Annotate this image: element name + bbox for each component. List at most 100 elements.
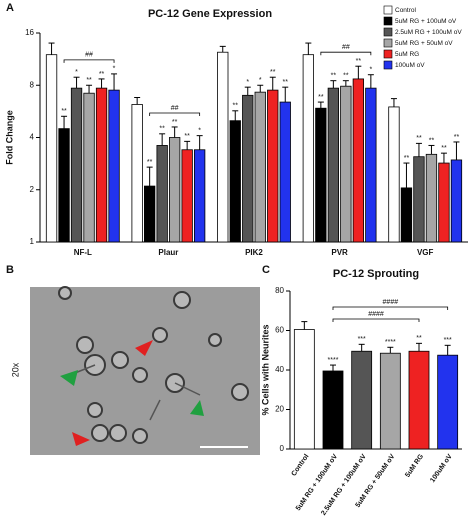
legend-swatch	[383, 27, 393, 37]
legend-swatch	[383, 38, 393, 48]
bar	[242, 94, 254, 243]
significance: **	[159, 126, 165, 133]
significance: *	[246, 79, 249, 86]
significance: **	[184, 133, 190, 140]
significance: **	[172, 119, 178, 126]
significance: **	[441, 145, 447, 152]
bar	[95, 87, 108, 243]
legend-swatch	[383, 60, 393, 70]
y-tick-label: 4	[30, 133, 35, 142]
x-tick-label: PIK2	[245, 248, 263, 257]
bar	[58, 128, 70, 243]
y-tick-label: 0	[280, 444, 285, 453]
significance: **	[331, 73, 337, 80]
bar	[83, 92, 95, 243]
y-tick-label: 8	[30, 80, 35, 89]
significance: **	[454, 134, 460, 141]
y-axis-label: % Cells with Neurites	[260, 324, 270, 415]
chart-title: PC-12 Gene Expression	[148, 8, 272, 20]
bar	[181, 149, 193, 243]
significance: **	[416, 335, 422, 342]
significance: *	[75, 69, 78, 76]
bar	[254, 91, 266, 243]
x-tick-label: VGF	[417, 248, 434, 257]
bracket	[332, 318, 420, 322]
bar	[193, 149, 206, 243]
significance: **	[233, 103, 239, 110]
significance: **	[270, 69, 276, 76]
significance: **	[404, 155, 410, 162]
bar	[108, 89, 120, 243]
y-tick-label: 60	[275, 326, 284, 335]
bar	[388, 106, 400, 243]
legend-label: 100uM oV	[395, 62, 425, 69]
y-tick-label: 80	[275, 286, 284, 295]
x-tick-label: 5uM RG	[404, 453, 425, 479]
bracket-label: ##	[342, 44, 350, 51]
y-axis-label: Fold Change	[4, 110, 14, 165]
y-tick-label: 16	[25, 28, 34, 37]
bar	[168, 137, 181, 243]
legend-swatch	[383, 5, 393, 15]
bar	[425, 153, 438, 243]
significance: **	[416, 135, 422, 142]
bracket	[149, 112, 201, 116]
bar	[327, 87, 340, 243]
bar	[279, 101, 291, 243]
bar	[351, 350, 373, 450]
magnification: 20x	[10, 362, 20, 377]
bracket	[63, 59, 115, 63]
bar	[302, 54, 315, 243]
bar	[438, 162, 450, 243]
significance: **	[343, 73, 349, 80]
legend-label: 5uM RG + 50uM oV	[395, 40, 453, 47]
bar	[365, 87, 377, 243]
legend-label: Control	[395, 7, 417, 14]
bar	[408, 350, 430, 450]
significance: **	[318, 94, 324, 101]
y-tick-label: 20	[275, 405, 284, 414]
bar	[322, 370, 344, 450]
significance: **	[283, 79, 289, 86]
significance: *	[259, 77, 262, 84]
significance: *	[198, 127, 201, 134]
bar	[413, 156, 425, 243]
significance: **	[61, 108, 67, 115]
significance: *	[113, 66, 116, 73]
significance: **	[356, 58, 362, 65]
legend-label: 5uM RG + 100uM oV	[395, 18, 457, 25]
panel-label: A	[6, 2, 14, 14]
x-tick-label: Control	[290, 453, 310, 477]
panel-label: B	[6, 264, 14, 276]
micrograph: 20x	[10, 286, 260, 455]
bar	[450, 159, 463, 243]
x-tick-label: PVR	[331, 248, 348, 257]
x-tick-label: 100uM oV	[429, 453, 454, 484]
y-tick-label: 1	[30, 237, 35, 246]
bracket-label: ####	[368, 311, 384, 318]
significance: **	[99, 71, 105, 78]
legend-label: 2.5uM RG + 100uM oV	[395, 29, 462, 36]
bar	[217, 51, 229, 243]
bar	[70, 87, 83, 243]
bar	[45, 54, 58, 243]
chart-title: PC-12 Sprouting	[333, 268, 419, 280]
significance: *	[369, 67, 372, 74]
significance: ****	[328, 357, 339, 364]
bracket	[320, 51, 372, 56]
significance: **	[147, 159, 153, 166]
significance: ****	[385, 339, 396, 346]
significance: ***	[358, 336, 366, 343]
x-tick-label: NF-L	[74, 248, 92, 257]
bar	[437, 354, 459, 450]
bar	[131, 104, 143, 243]
legend-swatch	[383, 49, 393, 59]
x-tick-label: Plaur	[158, 248, 178, 257]
bracket-label: ##	[171, 105, 179, 112]
legend-label: 5uM RG	[395, 51, 419, 58]
bar	[400, 187, 413, 243]
legend-swatch	[383, 16, 393, 26]
bar	[315, 107, 327, 243]
bar	[143, 185, 156, 243]
